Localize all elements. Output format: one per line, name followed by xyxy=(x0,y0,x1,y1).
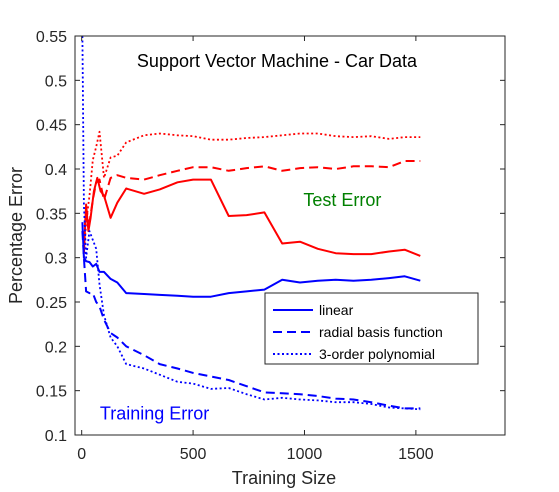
y-tick-label: 0.55 xyxy=(36,29,67,46)
y-tick-label: 0.15 xyxy=(36,384,67,401)
y-tick-label: 0.35 xyxy=(36,206,67,223)
y-tick-label: 0.1 xyxy=(45,428,67,445)
y-tick-label: 0.45 xyxy=(36,118,67,135)
y-tick-label: 0.4 xyxy=(45,162,67,179)
series-test-polynomial xyxy=(83,130,421,258)
annotation-test-error: Test Error xyxy=(303,190,381,210)
series-train-linear xyxy=(81,222,421,298)
y-tick-label: 0.5 xyxy=(45,73,67,90)
plot-area xyxy=(81,36,421,411)
legend-label-polynomial: 3-order polynomial xyxy=(319,346,435,362)
y-tick-label: 0.2 xyxy=(45,339,67,356)
x-tick-label: 1000 xyxy=(287,446,323,463)
x-tick-label: 500 xyxy=(180,446,207,463)
legend-label-linear: linear xyxy=(319,302,354,318)
series-test-linear xyxy=(82,176,421,257)
y-axis-label: Percentage Error xyxy=(6,167,26,304)
x-tick-label: 1500 xyxy=(398,446,434,463)
axes-box xyxy=(74,35,506,436)
legend-label-rbf: radial basis function xyxy=(319,324,443,340)
series-train-polynomial xyxy=(81,36,421,411)
x-axis: 0 500 1000 1500 xyxy=(77,36,434,463)
x-tick-label: 0 xyxy=(77,446,86,463)
series-test-rbf xyxy=(82,160,421,240)
chart-title: Support Vector Machine - Car Data xyxy=(137,51,418,71)
y-tick-label: 0.3 xyxy=(45,251,67,268)
y-tick-label: 0.25 xyxy=(36,295,67,312)
annotation-training-error: Training Error xyxy=(100,404,209,424)
legend-box xyxy=(264,292,479,365)
x-axis-label: Training Size xyxy=(232,468,336,488)
series-train-rbf xyxy=(81,231,421,410)
legend: linear radial basis function 3-order pol… xyxy=(264,292,479,365)
